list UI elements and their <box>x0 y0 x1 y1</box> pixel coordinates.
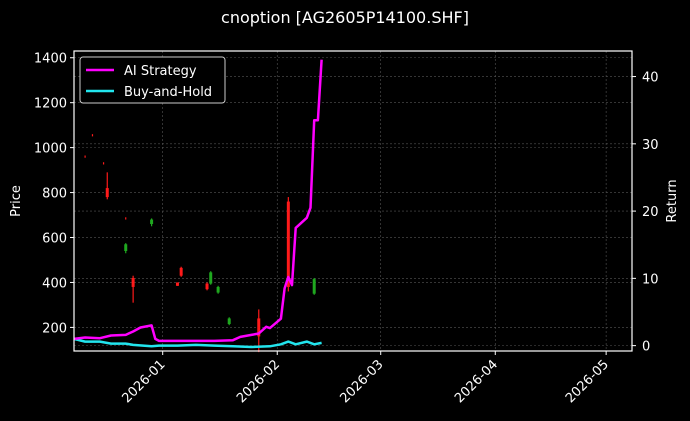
y-tick-label-left: 600 <box>42 232 67 247</box>
chart-title: cnoption [AG2605P14100.SHF] <box>221 8 469 27</box>
y-tick-label-left: 1400 <box>34 52 67 67</box>
candle-body <box>175 282 179 286</box>
candle-body <box>105 188 109 198</box>
y-tick-label-left: 200 <box>42 321 67 336</box>
legend-label-buy-and-hold: Buy-and-Hold <box>124 85 212 100</box>
x-tick-label: 2026-02 <box>234 357 283 406</box>
candle-body <box>131 277 135 287</box>
series-line-ai-strategy <box>73 59 323 343</box>
y-tick-label-right: 0 <box>642 340 650 355</box>
y-tick-label-left: 1000 <box>34 142 67 157</box>
series-line-buy-and-hold <box>73 337 322 349</box>
candle-body <box>179 267 183 276</box>
y-tick-label-left: 1200 <box>34 97 67 112</box>
y-tick-label-right: 20 <box>642 205 659 220</box>
candle-body <box>227 318 231 325</box>
y-axis-label-right: Return <box>665 179 680 222</box>
x-tick-label: 2026-03 <box>338 357 387 406</box>
plot-frame <box>73 50 633 352</box>
candle-body <box>286 201 290 287</box>
candle-body <box>257 318 261 337</box>
x-tick-label: 2026-04 <box>452 357 501 406</box>
y-tick-label-left: 800 <box>42 187 67 202</box>
y-tick-label-right: 10 <box>642 272 659 287</box>
legend-box <box>79 56 226 104</box>
y-tick-label-right: 40 <box>642 71 659 86</box>
y-tick-label-left: 400 <box>42 276 67 291</box>
y-tick-label-right: 30 <box>642 138 659 153</box>
candle-body <box>124 244 128 251</box>
x-tick-label: 2026-05 <box>563 357 612 406</box>
candle-body <box>150 219 154 225</box>
price-candles <box>84 134 316 353</box>
candle-body <box>205 283 209 290</box>
y-axis-label-left: Price <box>9 185 24 217</box>
x-tick-label: 2026-01 <box>119 357 168 406</box>
axis-ticks: 2026-01 2026-02 2026-03 2026-04 2026-0520040… <box>34 52 659 407</box>
candle-body <box>209 272 213 284</box>
candle-body <box>312 279 316 294</box>
return-lines <box>73 59 323 349</box>
legend-label-ai-strategy: AI Strategy <box>124 64 197 79</box>
candle-body <box>216 286 220 293</box>
legend: AI Strategy Buy-and-Hold <box>79 56 226 104</box>
